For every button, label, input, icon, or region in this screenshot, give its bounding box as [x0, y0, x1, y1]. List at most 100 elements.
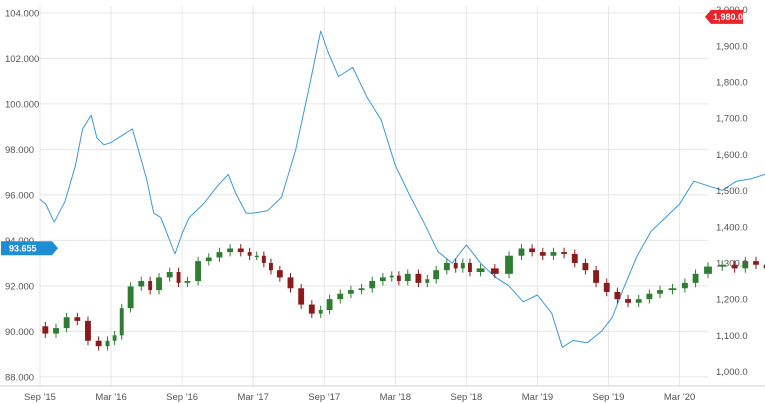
- candle-body: [529, 248, 536, 253]
- candle-body: [184, 281, 191, 283]
- candle-body: [396, 275, 401, 282]
- candle-body: [742, 261, 749, 269]
- y-left-tick-label: 92.000: [5, 281, 34, 292]
- candle-body: [571, 253, 578, 263]
- x-tick-label: Mar '16: [95, 392, 126, 403]
- candle-body: [261, 255, 266, 263]
- y-left-tick-label: 100.000: [5, 99, 39, 110]
- candle-body: [74, 317, 81, 321]
- candle-body: [614, 291, 621, 300]
- candle-body: [318, 310, 323, 314]
- candle-body: [753, 261, 759, 265]
- candle-body: [53, 328, 59, 334]
- y-right-tick-label: 1,700.0: [716, 114, 748, 125]
- candle-body: [681, 282, 688, 289]
- x-tick-label: Mar '19: [522, 392, 553, 403]
- x-tick-label: Sep '17: [308, 392, 340, 403]
- candle-body: [247, 252, 252, 256]
- candle-body: [490, 268, 499, 274]
- candle-body: [603, 282, 610, 292]
- x-tick-label: Sep '16: [166, 392, 198, 403]
- candle-body: [195, 261, 202, 282]
- left-current-tag: 93.655: [1, 241, 58, 256]
- right-current-tag-shape: [705, 9, 743, 24]
- candle-body: [358, 288, 365, 291]
- y-right-tick-label: 1,800.0: [716, 78, 748, 89]
- candle-body: [389, 275, 394, 278]
- y-right-tick-label: 1,500.0: [716, 186, 748, 197]
- candle-body: [692, 273, 699, 283]
- candle-body: [112, 335, 117, 341]
- candle-body: [433, 270, 440, 280]
- candle-body: [668, 288, 677, 291]
- series-right: [42, 244, 765, 351]
- series-left: [39, 30, 765, 348]
- candle-body: [156, 277, 162, 291]
- candle-body: [269, 262, 273, 271]
- candle-body: [205, 257, 212, 262]
- candle-body: [415, 273, 422, 283]
- left-current-tag-shape: [1, 241, 58, 256]
- candle-body: [63, 317, 70, 329]
- y-left-tick-label: 90.000: [5, 327, 34, 338]
- y-right-tick-label: 1,200.0: [716, 295, 748, 306]
- candle-body: [518, 248, 525, 256]
- y-right-tick-label: 1,900.0: [716, 41, 748, 52]
- candle-body: [593, 270, 600, 283]
- candle-body: [460, 262, 465, 269]
- candle-body: [467, 262, 472, 272]
- x-tick-label: Sep '18: [450, 392, 482, 403]
- candle-body: [425, 279, 430, 283]
- candle-body: [237, 248, 244, 253]
- candle-body: [119, 308, 124, 336]
- candle-body: [326, 299, 333, 310]
- candle-body: [476, 268, 485, 272]
- right-current-value: 1,980.0: [713, 12, 743, 22]
- candle-body: [704, 266, 712, 274]
- candle-body: [731, 264, 738, 269]
- candle-body: [539, 252, 546, 256]
- y-right-tick-label: 1,000.0: [716, 367, 748, 378]
- candle-body: [505, 255, 513, 274]
- x-tick-label: Sep '19: [593, 392, 625, 403]
- candle-body: [763, 264, 765, 269]
- candle-body: [657, 290, 663, 294]
- candle-body: [379, 277, 386, 282]
- candle-body: [176, 272, 181, 283]
- y-left-tick-label: 96.000: [5, 190, 34, 201]
- candle-body: [347, 290, 354, 294]
- candle-body: [227, 248, 234, 253]
- candle-body: [166, 272, 173, 278]
- y-left-tick-label: 104.000: [5, 8, 39, 19]
- candle-body: [42, 326, 49, 334]
- y-axis-right: 1,000.0 1,100.0 1,200.0 1,300.0 1,400.0 1,500…: [716, 5, 748, 378]
- candle-body: [85, 320, 91, 341]
- x-tick-label: Mar '18: [380, 392, 411, 403]
- candle-body: [561, 252, 568, 254]
- candle-body: [646, 293, 653, 300]
- y-left-tick-label: 88.000: [5, 372, 34, 383]
- candle-body: [582, 262, 589, 271]
- x-tick-label: Sep '15: [24, 392, 56, 403]
- candle-body: [308, 304, 315, 314]
- candle-body: [625, 299, 631, 303]
- candle-body: [443, 262, 450, 271]
- y-right-tick-label: 1,100.0: [716, 331, 748, 342]
- x-tick-label: Mar '20: [664, 392, 695, 403]
- x-axis: Sep '15 Mar '16 Sep '16 Mar '17 Sep '17 Mar '…: [24, 392, 695, 403]
- candle-body: [287, 277, 294, 289]
- y-left-tick-label: 98.000: [5, 145, 34, 156]
- candle-body: [453, 262, 458, 269]
- candle-body: [95, 340, 102, 347]
- candle-body: [216, 252, 223, 258]
- candle-body: [148, 281, 153, 291]
- candle-body: [298, 288, 305, 305]
- series-line-left: [39, 30, 765, 348]
- right-current-tag: 1,980.0: [705, 9, 743, 24]
- candle-body: [550, 252, 557, 256]
- y-right-tick-label: 1,600.0: [716, 150, 748, 161]
- candle-body: [138, 281, 145, 287]
- candle-body: [337, 293, 344, 300]
